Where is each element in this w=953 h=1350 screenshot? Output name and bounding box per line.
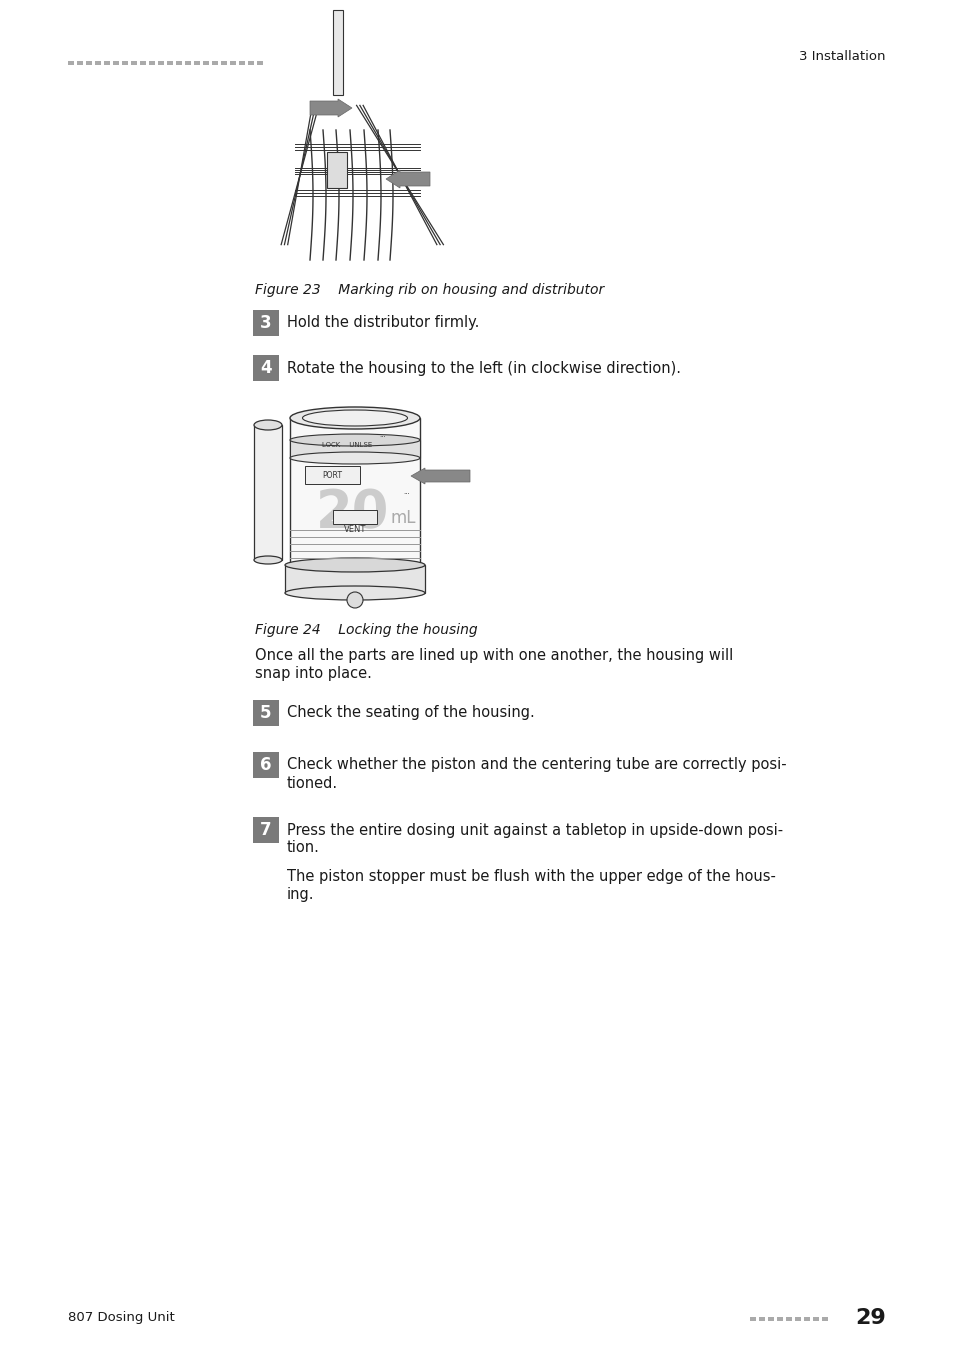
Ellipse shape [285,558,424,572]
Text: tion.: tion. [287,841,319,856]
Text: 5: 5 [260,703,272,722]
Bar [77,61,83,65]
Text: 3: 3 [260,315,272,332]
Bar [230,61,235,65]
Bar [256,61,263,65]
Bar [305,466,359,485]
Bar [759,1318,764,1322]
Text: Check whether the piston and the centering tube are correctly posi-: Check whether the piston and the centeri… [287,757,786,772]
FancyArrow shape [386,170,430,188]
Bar [68,61,74,65]
Bar [212,61,218,65]
Text: ing.: ing. [287,887,314,902]
Text: ···: ··· [379,433,386,440]
Text: PORT: PORT [322,471,341,479]
Text: The piston stopper must be flush with the upper edge of the hous-: The piston stopper must be flush with th… [287,869,775,884]
Text: 29: 29 [854,1308,885,1328]
Bar [158,61,164,65]
Bar [221,61,227,65]
Bar [248,61,253,65]
Text: Figure 23    Marking rib on housing and distributor: Figure 23 Marking rib on housing and dis… [254,284,603,297]
Text: Check the seating of the housing.: Check the seating of the housing. [287,706,535,721]
FancyArrow shape [411,468,470,485]
Bar [253,310,278,336]
Text: 4: 4 [260,359,272,377]
Bar [327,153,347,188]
Ellipse shape [285,586,424,599]
Bar [821,1318,827,1322]
Text: LOCK    UNLSE: LOCK UNLSE [321,441,372,448]
Ellipse shape [290,406,419,429]
Bar [253,425,282,560]
Text: Figure 24    Locking the housing: Figure 24 Locking the housing [254,622,477,637]
Bar [167,61,172,65]
Bar [104,61,110,65]
Text: 6: 6 [260,756,272,774]
Text: Once all the parts are lined up with one another, the housing will: Once all the parts are lined up with one… [254,648,733,663]
Text: Press the entire dosing unit against a tabletop in upside-down posi-: Press the entire dosing unit against a t… [287,822,782,837]
Bar [131,61,137,65]
Bar [812,1318,818,1322]
Text: 3 Installation: 3 Installation [799,50,885,63]
Text: ···: ··· [403,491,410,497]
FancyArrow shape [310,99,352,117]
Text: Rotate the housing to the left (in clockwise direction).: Rotate the housing to the left (in clock… [287,360,680,375]
Bar [122,61,128,65]
Text: 7: 7 [260,821,272,838]
Bar [140,61,146,65]
Text: snap into place.: snap into place. [254,666,372,680]
Bar [253,355,278,381]
Bar [803,1318,809,1322]
Bar [290,418,419,566]
Ellipse shape [302,410,407,427]
Text: tioned.: tioned. [287,775,337,791]
Bar [185,61,191,65]
Bar [86,61,91,65]
Ellipse shape [253,420,282,431]
Bar [333,510,376,524]
Ellipse shape [290,452,419,464]
Bar [253,701,278,726]
Bar [239,61,245,65]
Bar [95,61,101,65]
Bar [203,61,209,65]
Bar [333,9,343,94]
Bar [175,61,182,65]
Bar [253,752,278,778]
Ellipse shape [290,433,419,446]
Circle shape [347,593,363,608]
Text: 20: 20 [316,487,389,539]
Text: 807 Dosing Unit: 807 Dosing Unit [68,1311,174,1324]
Bar [285,566,424,593]
Ellipse shape [253,556,282,564]
Bar [253,817,278,842]
Text: VENT: VENT [343,525,366,535]
Bar [785,1318,791,1322]
Bar [112,61,119,65]
Text: mL: mL [391,509,416,526]
Text: Hold the distributor firmly.: Hold the distributor firmly. [287,316,478,331]
Bar [193,61,200,65]
Bar [776,1318,782,1322]
Bar [290,440,419,458]
Bar [749,1318,755,1322]
Bar [767,1318,773,1322]
Bar [149,61,154,65]
Bar [794,1318,801,1322]
